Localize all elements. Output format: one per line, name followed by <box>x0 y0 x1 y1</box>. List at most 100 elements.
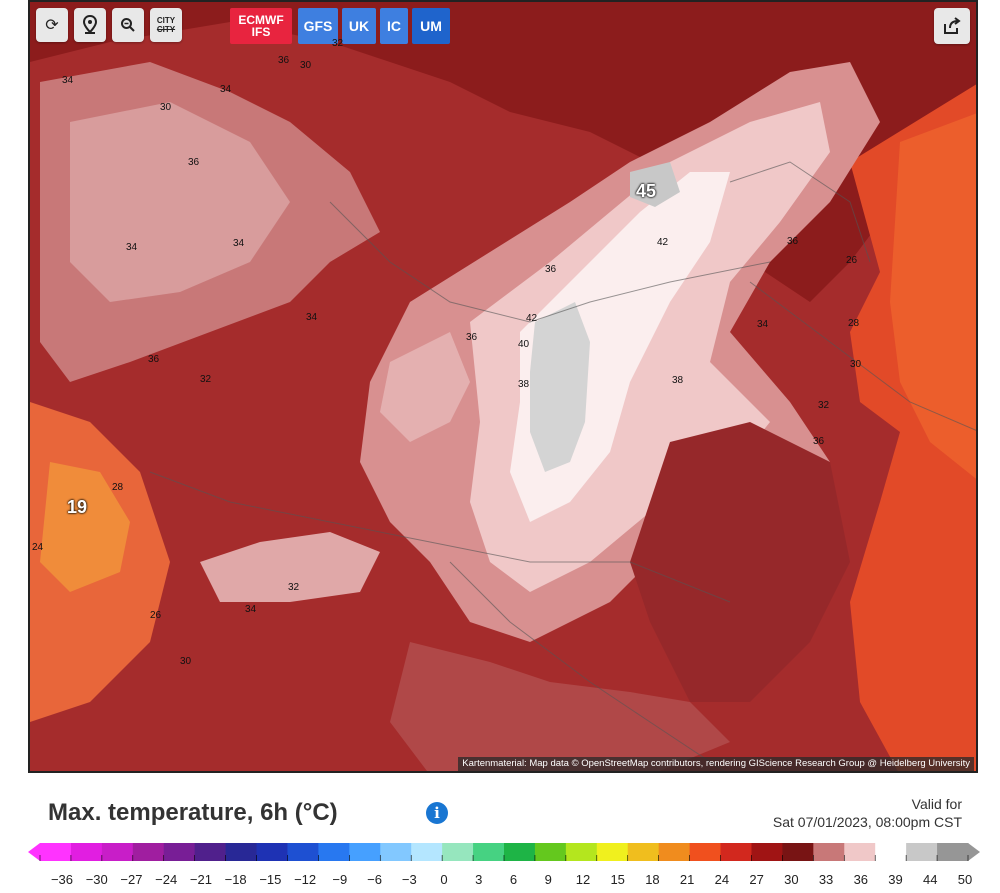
legend-swatch <box>534 843 567 861</box>
legend-swatch <box>411 843 443 861</box>
legend-swatch <box>658 843 691 861</box>
legend-tick-label: −3 <box>401 872 417 887</box>
model-button-ecmwf[interactable]: ECMWF IFS <box>230 8 292 44</box>
legend-swatch <box>256 843 288 861</box>
weather-map[interactable]: ⟳ CITY CITY ECMWF IFS GFS UK IC UM 34 36 3… <box>28 0 978 773</box>
legend-swatch <box>689 843 722 861</box>
legend-swatch <box>565 843 598 861</box>
contour-label: 34 <box>126 242 138 253</box>
share-button[interactable] <box>934 8 970 44</box>
contour-label: 36 <box>148 354 160 365</box>
legend-tick-label: −27 <box>120 872 143 887</box>
legend-swatch <box>349 843 381 861</box>
legend-tick-label: −24 <box>155 872 178 887</box>
contour-label: 24 <box>32 542 44 553</box>
legend-tick-label: −6 <box>367 872 382 887</box>
legend-swatch <box>473 843 505 861</box>
legend-swatch <box>906 843 938 861</box>
legend-tick-label: 50 <box>957 872 973 887</box>
valid-for-label: Valid for <box>911 796 962 812</box>
contour-label: 34 <box>757 319 769 330</box>
contour-label: 30 <box>850 359 862 370</box>
legend-swatch <box>194 843 227 861</box>
legend-tick-label: −21 <box>189 872 212 887</box>
legend-tick-label: −15 <box>259 872 282 887</box>
legend-swatch <box>287 843 319 861</box>
model-button-ic[interactable]: IC <box>380 8 408 44</box>
contour-label: 34 <box>245 604 257 615</box>
model-ecmwf-line2: IFS <box>251 25 271 39</box>
legend-tick-label: −36 <box>50 872 74 887</box>
contour-label: 42 <box>526 313 538 324</box>
city-toggle-button[interactable]: CITY CITY <box>150 8 182 42</box>
legend-tick-label: −12 <box>294 872 317 887</box>
contour-label: 30 <box>160 102 172 113</box>
contour-label: 32 <box>200 374 212 385</box>
contour-label: 38 <box>672 375 684 386</box>
legend-swatch <box>596 843 629 861</box>
zoom-out-icon <box>121 18 135 32</box>
legend-swatch <box>751 843 783 861</box>
contour-label: 42 <box>657 237 669 248</box>
contour-label: 28 <box>848 318 860 329</box>
model-ecmwf-line1: ECMWF <box>238 13 284 27</box>
contour-label: 34 <box>62 75 74 86</box>
location-button[interactable] <box>74 8 106 42</box>
contour-label: 26 <box>150 610 162 621</box>
legend-tick-label: 0 <box>440 872 448 887</box>
contour-label: 34 <box>220 84 232 95</box>
legend-swatch <box>937 843 969 861</box>
legend-tick-label: 6 <box>509 872 518 887</box>
legend-swatch <box>442 843 474 861</box>
legend-swatch <box>40 843 72 861</box>
legend-tick-label: 12 <box>575 872 591 887</box>
legend-tick-label: 24 <box>714 872 730 887</box>
model-button-um[interactable]: UM <box>412 8 450 44</box>
legend-swatch <box>70 843 103 861</box>
legend-swatch <box>380 843 412 861</box>
refresh-button[interactable]: ⟳ <box>36 8 68 42</box>
contour-label: 26 <box>846 255 858 266</box>
contour-label: 28 <box>112 482 124 493</box>
contour-label: 36 <box>188 157 200 168</box>
legend-swatch <box>813 843 845 861</box>
contour-label: 36 <box>466 332 478 343</box>
location-pin-icon <box>82 15 98 34</box>
model-button-gfs[interactable]: GFS <box>298 8 338 44</box>
contour-label: 40 <box>518 339 530 350</box>
contour-label: 45 <box>636 181 657 201</box>
legend-tick-label: 44 <box>923 872 938 887</box>
legend-tick-label: 18 <box>645 872 660 887</box>
contour-label: 36 <box>278 55 290 66</box>
zoom-out-button[interactable] <box>112 8 144 42</box>
info-icon[interactable]: i <box>426 802 448 824</box>
legend-swatch <box>504 843 536 861</box>
legend-tick-label: −9 <box>332 872 348 887</box>
legend-arrow-low <box>28 843 40 861</box>
legend-tick-label: 39 <box>888 872 903 887</box>
legend-tick-label: −18 <box>224 872 247 887</box>
color-legend <box>28 843 980 861</box>
contour-label: 34 <box>306 312 318 323</box>
model-button-uk[interactable]: UK <box>342 8 376 44</box>
contour-label: 30 <box>180 656 192 667</box>
legend-swatch <box>720 843 752 861</box>
contour-label: 19 <box>67 497 88 517</box>
legend-swatch <box>782 843 814 861</box>
legend-swatch <box>132 843 165 861</box>
legend-tick-label: 33 <box>818 872 834 887</box>
legend-tick-label: 36 <box>853 872 869 887</box>
contour-label: 36 <box>787 236 799 247</box>
contour-label: 36 <box>545 264 557 275</box>
valid-time: Sat 07/01/2023, 08:00pm CST <box>772 814 962 830</box>
contour-label: 34 <box>233 238 245 249</box>
map-title: Max. temperature, 6h (°C) <box>48 799 338 826</box>
legend-tick-label: 30 <box>784 872 799 887</box>
legend-tick-label: 21 <box>679 872 695 887</box>
legend-swatch <box>225 843 258 861</box>
contour-label: 30 <box>300 60 312 71</box>
legend-tick-label: 15 <box>610 872 625 887</box>
legend-swatch <box>844 843 876 861</box>
city-label-bottom: CITY <box>156 25 176 34</box>
contour-label: 32 <box>818 400 830 411</box>
